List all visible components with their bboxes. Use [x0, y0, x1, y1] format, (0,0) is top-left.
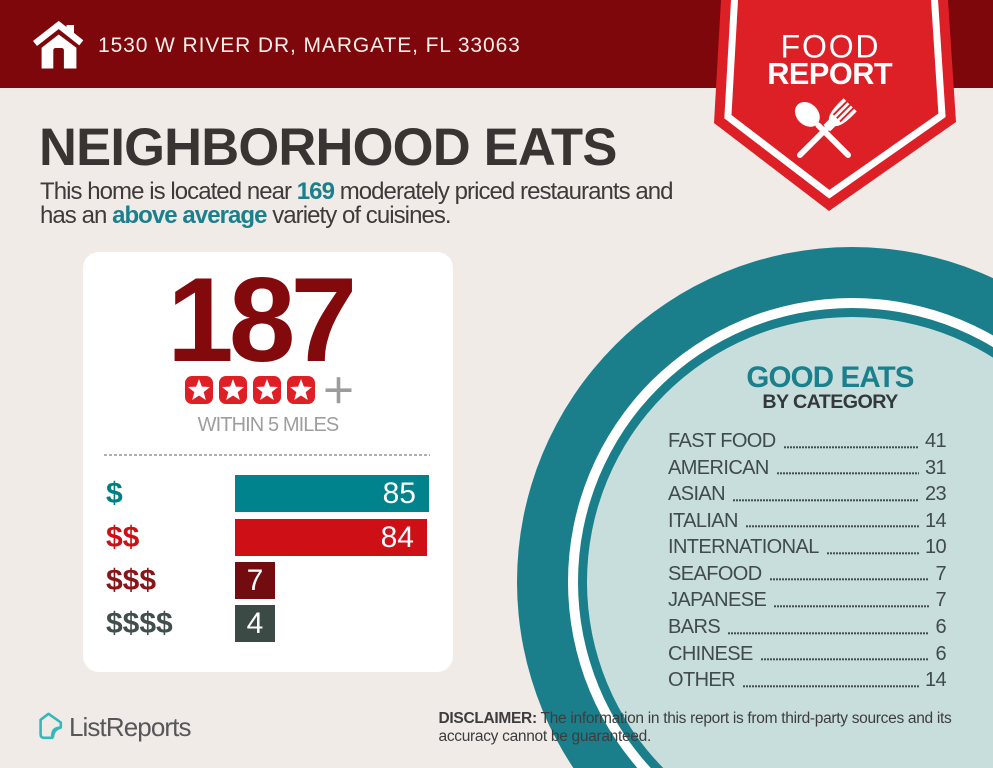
svg-text:REPORT: REPORT [767, 56, 893, 91]
svg-text:FOOD: FOOD [781, 29, 881, 65]
